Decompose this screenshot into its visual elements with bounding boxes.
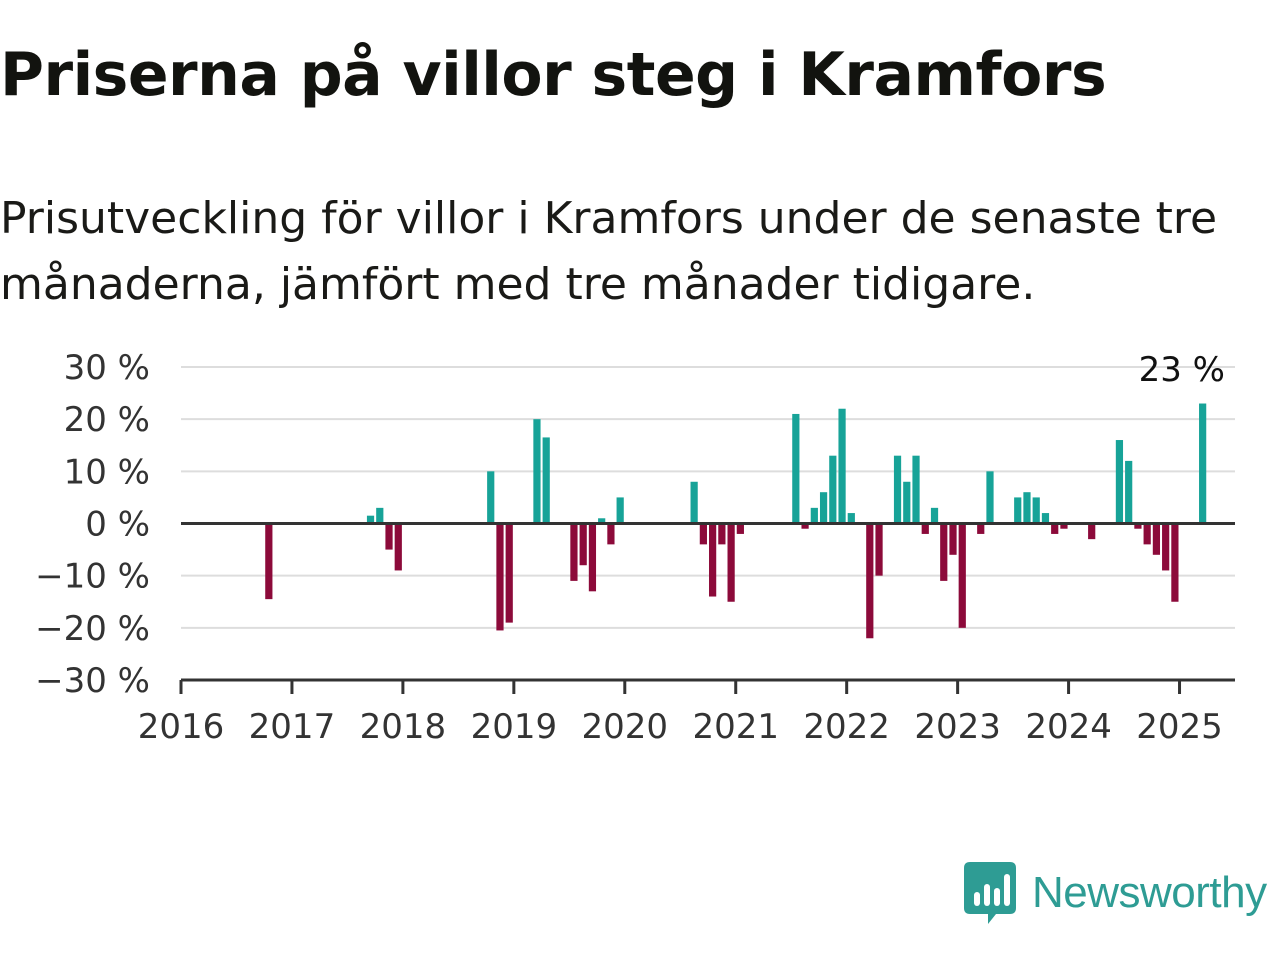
bar: [977, 523, 985, 534]
bar: [265, 523, 273, 600]
bar: [588, 523, 597, 592]
bar: [709, 523, 717, 597]
bar: [736, 523, 744, 534]
y-tick-label: 0 %: [85, 505, 150, 545]
bar: [533, 419, 541, 524]
x-tick-label: 2024: [1025, 707, 1112, 747]
brand-name: Newsworthy: [1032, 868, 1267, 917]
bar: [366, 515, 375, 524]
bar: [1041, 513, 1050, 524]
y-tick-label: −30 %: [35, 661, 150, 701]
bar: [949, 523, 957, 555]
bar: [570, 523, 578, 581]
y-tick-label: 10 %: [64, 452, 150, 492]
bar: [1051, 523, 1059, 534]
bar: [847, 513, 855, 524]
bar: [1060, 523, 1068, 529]
bar: [819, 492, 828, 524]
x-tick-label: 2018: [360, 707, 447, 747]
bar: [727, 523, 735, 602]
bar: [1162, 523, 1170, 571]
axes: [179, 522, 1235, 694]
chart-title: Priserna på villor steg i Kramfors: [0, 40, 1107, 110]
x-tick-label: 2017: [249, 707, 336, 747]
y-tick-label: 20 %: [64, 400, 150, 440]
newsworthy-logo: Newsworthy: [964, 862, 1267, 924]
bar: [1125, 460, 1133, 524]
bar: [607, 523, 615, 545]
y-tick-label: −10 %: [35, 557, 150, 597]
newsworthy-logo-icon: [964, 862, 1016, 924]
x-tick-label: 2016: [138, 707, 225, 747]
x-tick-label: 2022: [803, 707, 890, 747]
bar: [1152, 523, 1161, 555]
bar: [1023, 492, 1031, 524]
bar: [912, 455, 920, 524]
bar: [838, 408, 846, 524]
bar: [875, 523, 883, 576]
bar: [385, 523, 393, 550]
x-tick-label: 2020: [582, 707, 669, 747]
bar: [1171, 523, 1179, 602]
bar: [542, 437, 550, 524]
bar: [1199, 403, 1207, 524]
bar: [699, 523, 707, 545]
bar: [1032, 497, 1040, 524]
x-tick-label: 2021: [692, 707, 779, 747]
bar: [505, 523, 513, 623]
bar: [829, 455, 837, 524]
bar: [579, 523, 587, 566]
bar: [1088, 523, 1096, 540]
chart-subtitle: Prisutveckling för villor i Kramfors und…: [0, 193, 1218, 310]
bar: [930, 507, 939, 524]
bar: [616, 497, 624, 524]
y-tick-label: 30 %: [64, 348, 150, 388]
bar: [801, 523, 809, 529]
y-tick-label: −20 %: [35, 609, 150, 649]
bar: [792, 413, 800, 524]
bar: [1143, 523, 1151, 545]
bar: [903, 481, 911, 524]
bar: [1115, 440, 1124, 524]
bars: [265, 403, 1207, 639]
bar: [718, 523, 726, 545]
latest-value-label: 23 %: [1139, 350, 1225, 390]
bar: [940, 523, 948, 581]
bar: [958, 523, 966, 628]
bar: [810, 507, 818, 524]
bar: [598, 518, 606, 524]
x-tick-label: 2023: [914, 707, 1001, 747]
bar: [496, 523, 504, 631]
bar-chart: 30 % 20 % 10 % 0 % −10 % −20 % −30 % 2016 2017 20…: [35, 348, 1235, 747]
bar: [921, 523, 929, 534]
bar: [487, 471, 495, 524]
grid-lines: [181, 366, 1235, 629]
x-tick-label: 2019: [471, 707, 558, 747]
bar: [690, 481, 698, 524]
bar: [394, 523, 402, 571]
axis-labels: 30 % 20 % 10 % 0 % −10 % −20 % −30 % 2016 2017 20…: [35, 348, 1225, 747]
bar: [866, 523, 874, 639]
bar: [893, 455, 902, 524]
bar: [1134, 523, 1142, 529]
bar: [1014, 497, 1022, 524]
bar: [986, 471, 994, 524]
bar: [376, 507, 384, 524]
x-tick-label: 2025: [1136, 707, 1223, 747]
